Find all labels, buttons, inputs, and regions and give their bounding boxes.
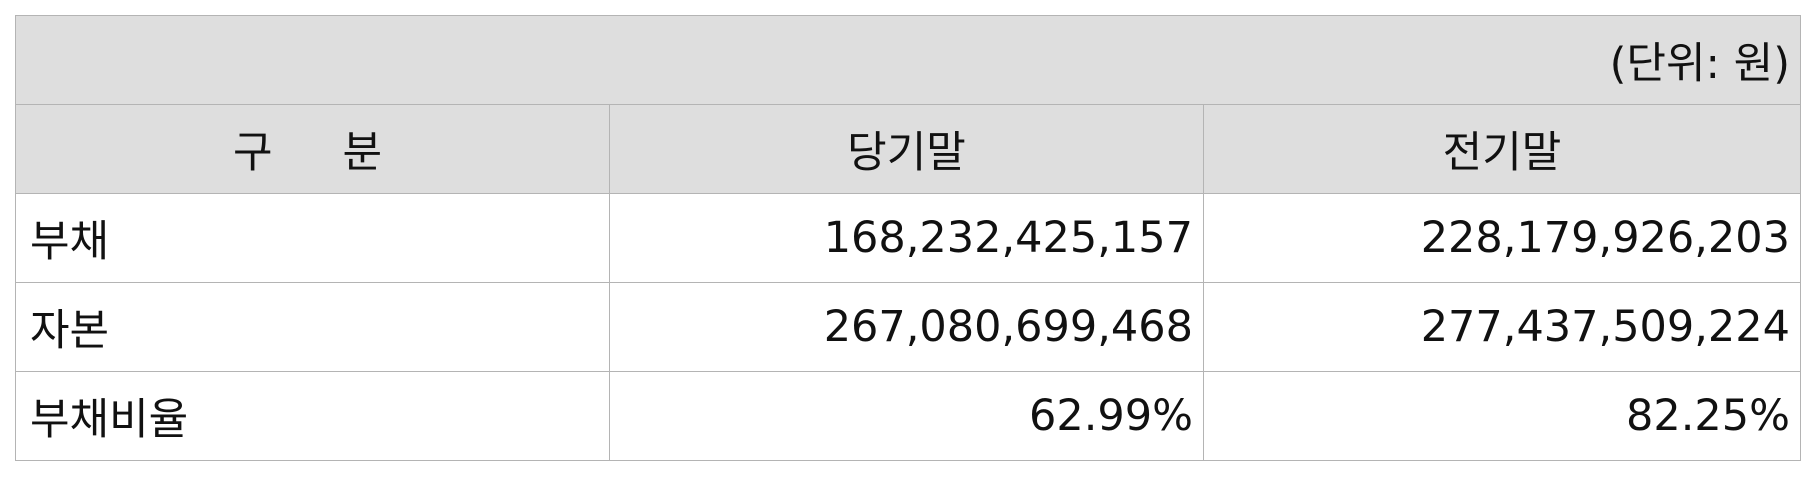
header-current-period: 당기말 [609, 104, 1204, 194]
row-label: 자본 [15, 282, 610, 372]
current-value: 62.99% [609, 371, 1204, 461]
table-row: 부채비율 62.99% 82.25% [15, 371, 1802, 461]
unit-label: (단위: 원) [14, 15, 1802, 105]
unit-row: (단위: 원) [14, 15, 1802, 105]
current-value: 267,080,699,468 [609, 282, 1204, 372]
previous-value: 277,437,509,224 [1202, 282, 1802, 372]
header-category: 구분 [15, 104, 610, 194]
previous-value: 228,179,926,203 [1202, 193, 1802, 283]
header-previous-period: 전기말 [1202, 104, 1802, 194]
row-label: 부채비율 [15, 371, 610, 461]
financial-table: (단위: 원) 구분 당기말 전기말 부채 168,232,425,157 22… [14, 15, 1802, 461]
table-row: 자본 267,080,699,468 277,437,509,224 [15, 282, 1802, 372]
previous-value: 82.25% [1202, 371, 1802, 461]
table-row: 부채 168,232,425,157 228,179,926,203 [15, 193, 1802, 283]
header-row: 구분 당기말 전기말 [15, 104, 1802, 194]
row-label: 부채 [15, 193, 610, 283]
current-value: 168,232,425,157 [609, 193, 1204, 283]
